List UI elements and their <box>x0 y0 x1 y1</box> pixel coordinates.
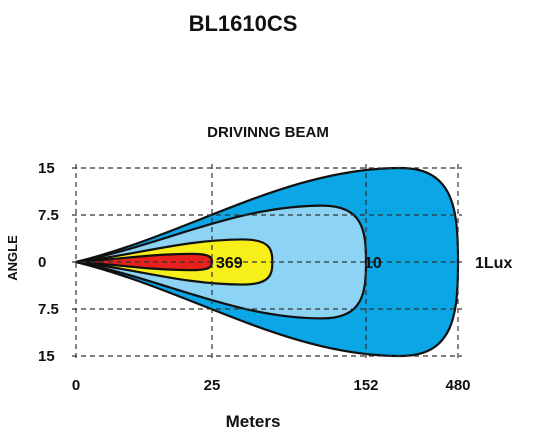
x-tick-label: 152 <box>353 377 378 394</box>
chart-subtitle: DRIVINNG BEAM <box>207 124 329 141</box>
series-label: 369 <box>216 255 243 272</box>
y-axis-label: ANGLE <box>5 235 20 281</box>
series-label: 10 <box>364 255 382 272</box>
y-tick-label: 15 <box>38 160 55 177</box>
y-tick-label: 7.5 <box>38 207 59 224</box>
x-tick-label: 0 <box>72 377 80 394</box>
chart-title: BL1610CS <box>189 11 298 36</box>
x-axis-label: Meters <box>226 412 281 431</box>
y-tick-label: 7.5 <box>38 301 59 318</box>
x-tick-label: 480 <box>445 377 470 394</box>
x-tick-label: 25 <box>204 377 221 394</box>
tick-labels: 15 7.5 0 7.5 15 0 25 152 480 1Lux 10 369 <box>38 160 512 394</box>
y-tick-label: 15 <box>38 348 55 365</box>
series-label: 1Lux <box>475 255 512 272</box>
y-tick-label: 0 <box>38 254 46 271</box>
grid-lines <box>72 164 462 360</box>
